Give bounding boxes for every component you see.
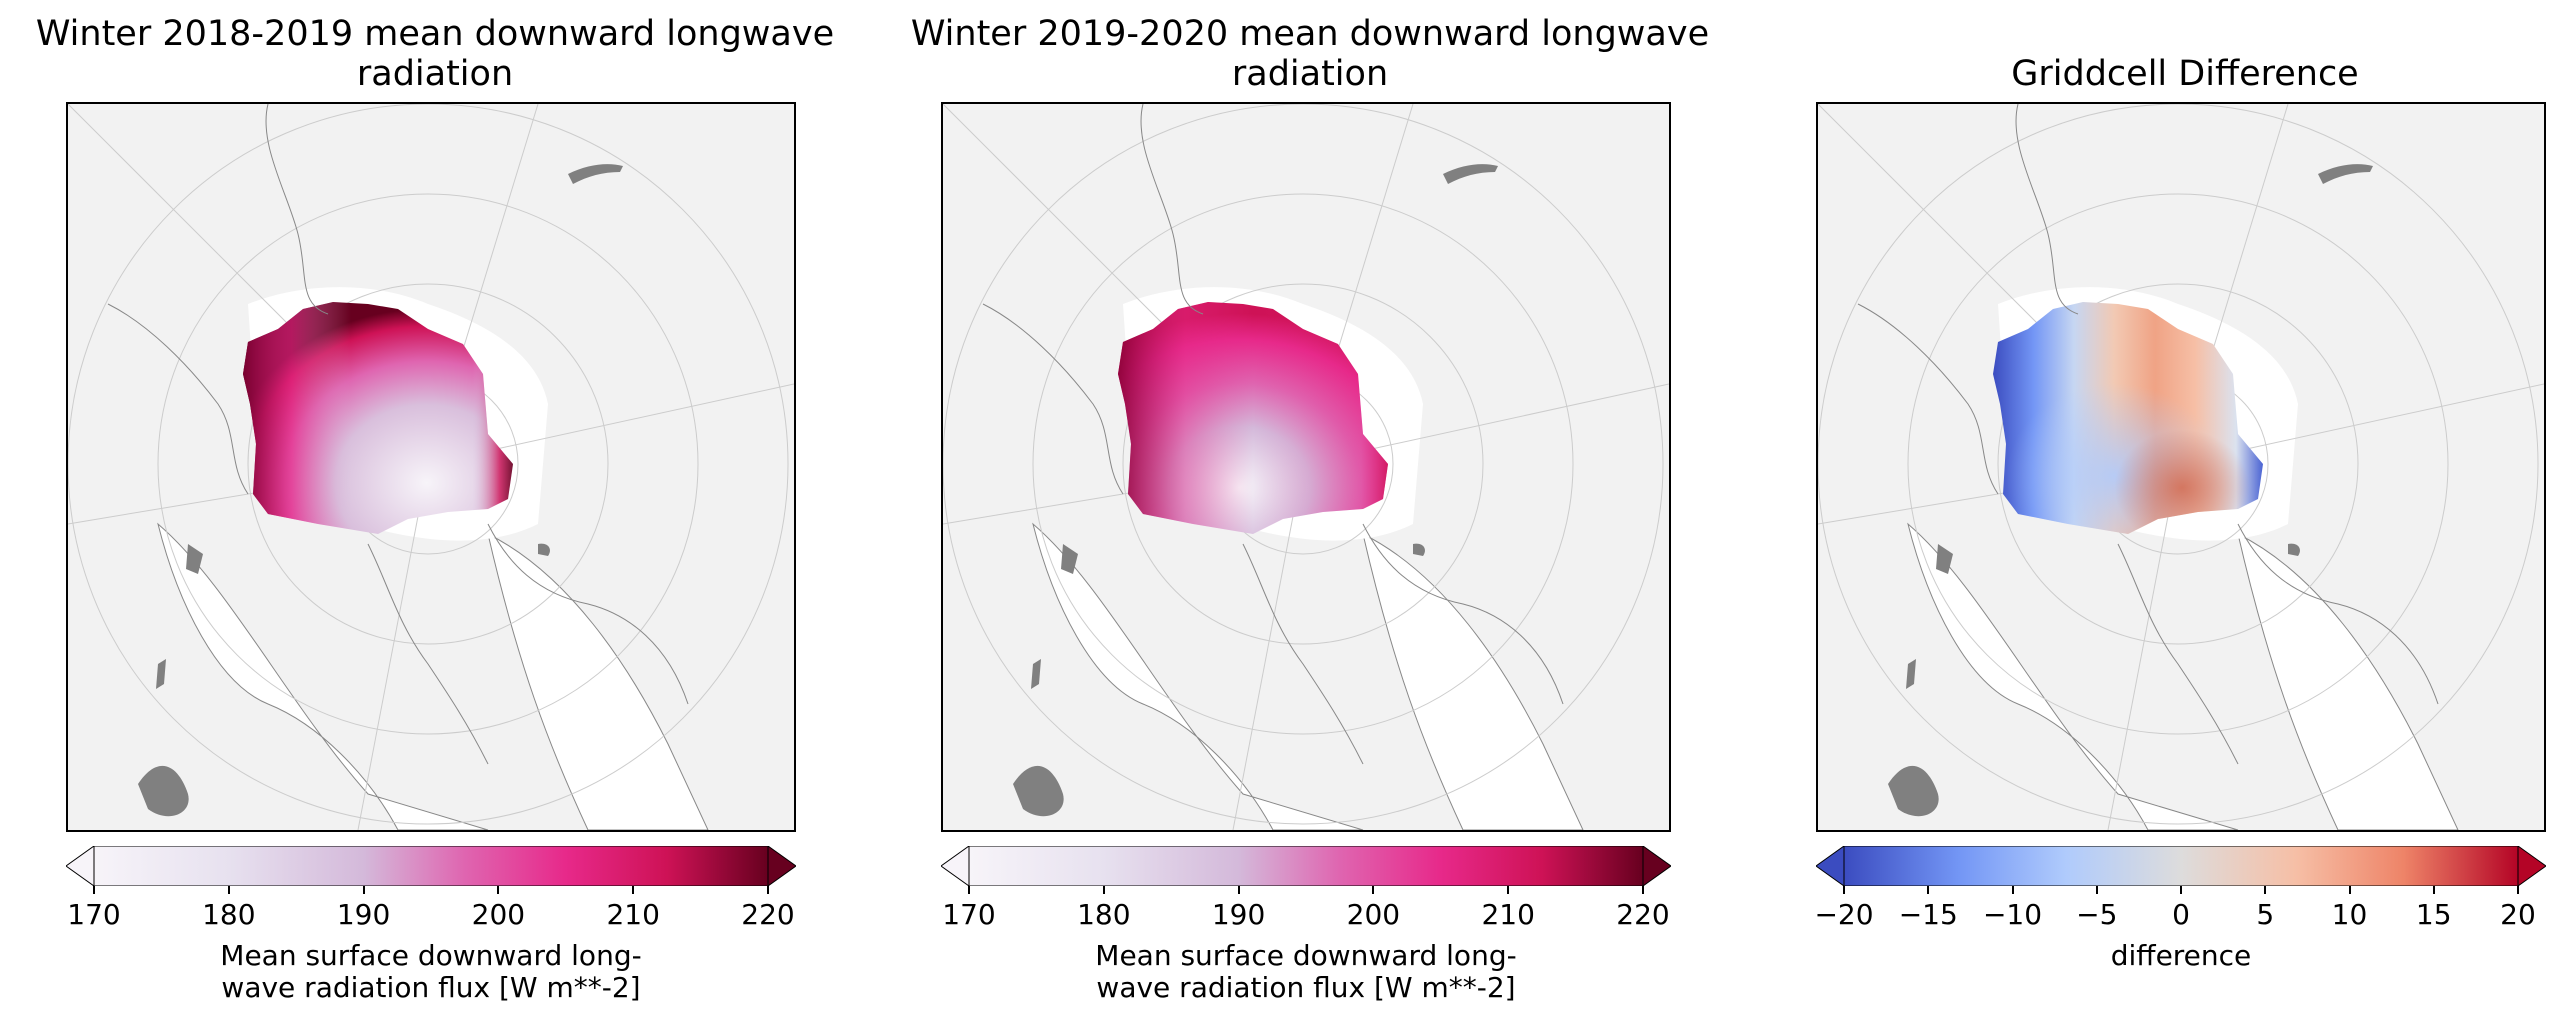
tick-label: −5 bbox=[2076, 898, 2118, 931]
tick-label: 180 bbox=[202, 898, 256, 931]
tick-mark bbox=[968, 886, 970, 894]
polar-map bbox=[941, 102, 1671, 832]
tick-label: 210 bbox=[1481, 898, 1535, 931]
panel-title: Winter 2019-2020 mean downward longwave … bbox=[910, 14, 1710, 94]
tick-mark bbox=[2011, 886, 2014, 894]
tick-label: −10 bbox=[1982, 898, 2043, 931]
tick-mark bbox=[1843, 886, 1845, 894]
panel-3: Griddcell Difference bbox=[1750, 0, 2566, 1023]
coastlines bbox=[107, 104, 689, 765]
tick-mark bbox=[227, 886, 230, 894]
tick-mark bbox=[1102, 886, 1105, 894]
panel-1: Winter 2018-2019 mean downward longwave … bbox=[0, 0, 870, 1023]
tick-label: 190 bbox=[1211, 898, 1266, 931]
tick-label: 220 bbox=[1616, 898, 1670, 931]
tick-label: 210 bbox=[606, 898, 660, 931]
colorbar-ticks: 170 180 190 200 210 220 bbox=[941, 886, 1671, 932]
map-svg bbox=[68, 104, 794, 830]
polar-map bbox=[66, 102, 796, 832]
tick-label: 180 bbox=[1077, 898, 1131, 931]
tick-mark bbox=[497, 886, 500, 894]
coastlines bbox=[1857, 104, 2439, 765]
tick-label: 170 bbox=[67, 898, 121, 931]
tick-label: −15 bbox=[1898, 898, 1958, 931]
tick-mark bbox=[632, 886, 635, 894]
tick-label: 5 bbox=[2256, 898, 2275, 931]
colorbar bbox=[1816, 846, 2546, 886]
tick-mark bbox=[2517, 886, 2519, 894]
tick-mark bbox=[2348, 886, 2351, 894]
tick-mark bbox=[1927, 886, 1930, 894]
tick-label: 15 bbox=[2415, 898, 2452, 931]
tick-mark bbox=[1372, 886, 1375, 894]
coastlines bbox=[982, 104, 1564, 765]
tick-label: 170 bbox=[942, 898, 996, 931]
panel-title: Griddcell Difference bbox=[2011, 54, 2359, 94]
polar-map bbox=[1816, 102, 2546, 832]
tick-label: 200 bbox=[1346, 898, 1401, 931]
panel-2: Winter 2019-2020 mean downward longwave … bbox=[875, 0, 1745, 1023]
panel-title: Winter 2018-2019 mean downward longwave … bbox=[35, 14, 835, 94]
tick-mark bbox=[1642, 886, 1644, 894]
tick-label: 0 bbox=[2172, 898, 2190, 931]
tick-label: 10 bbox=[2331, 898, 2368, 931]
tick-mark bbox=[362, 886, 365, 894]
tick-label: 220 bbox=[741, 898, 795, 931]
colorbar-label: difference bbox=[2110, 939, 2252, 972]
colorbar-ticks: −20 −15 −10 −5 0 5 10 15 20 bbox=[1814, 886, 2546, 932]
tick-mark bbox=[2432, 886, 2435, 894]
colorbar bbox=[66, 846, 796, 886]
tick-mark bbox=[1507, 886, 1510, 894]
tick-label: 200 bbox=[471, 898, 526, 931]
tick-mark bbox=[1237, 886, 1240, 894]
lakes bbox=[138, 164, 623, 817]
colorbar-ticks: 170 180 190 200 210 220 bbox=[66, 886, 796, 932]
tick-label: 20 bbox=[2500, 898, 2536, 931]
tick-mark bbox=[93, 886, 95, 894]
colorbar-label: Mean surface downward long- wave radiati… bbox=[220, 939, 642, 1004]
colorbar bbox=[941, 846, 1671, 886]
tick-mark bbox=[767, 886, 769, 894]
lakes bbox=[1013, 164, 1498, 817]
tick-label: 190 bbox=[336, 898, 391, 931]
lakes bbox=[1888, 164, 2373, 817]
tick-mark bbox=[2180, 886, 2182, 894]
tick-label: −20 bbox=[1814, 898, 1874, 931]
map-svg bbox=[1818, 104, 2544, 830]
tick-mark bbox=[2095, 886, 2098, 894]
colorbar-label: Mean surface downward long- wave radiati… bbox=[1095, 939, 1517, 1004]
tick-mark bbox=[2264, 886, 2267, 894]
map-svg bbox=[943, 104, 1669, 830]
